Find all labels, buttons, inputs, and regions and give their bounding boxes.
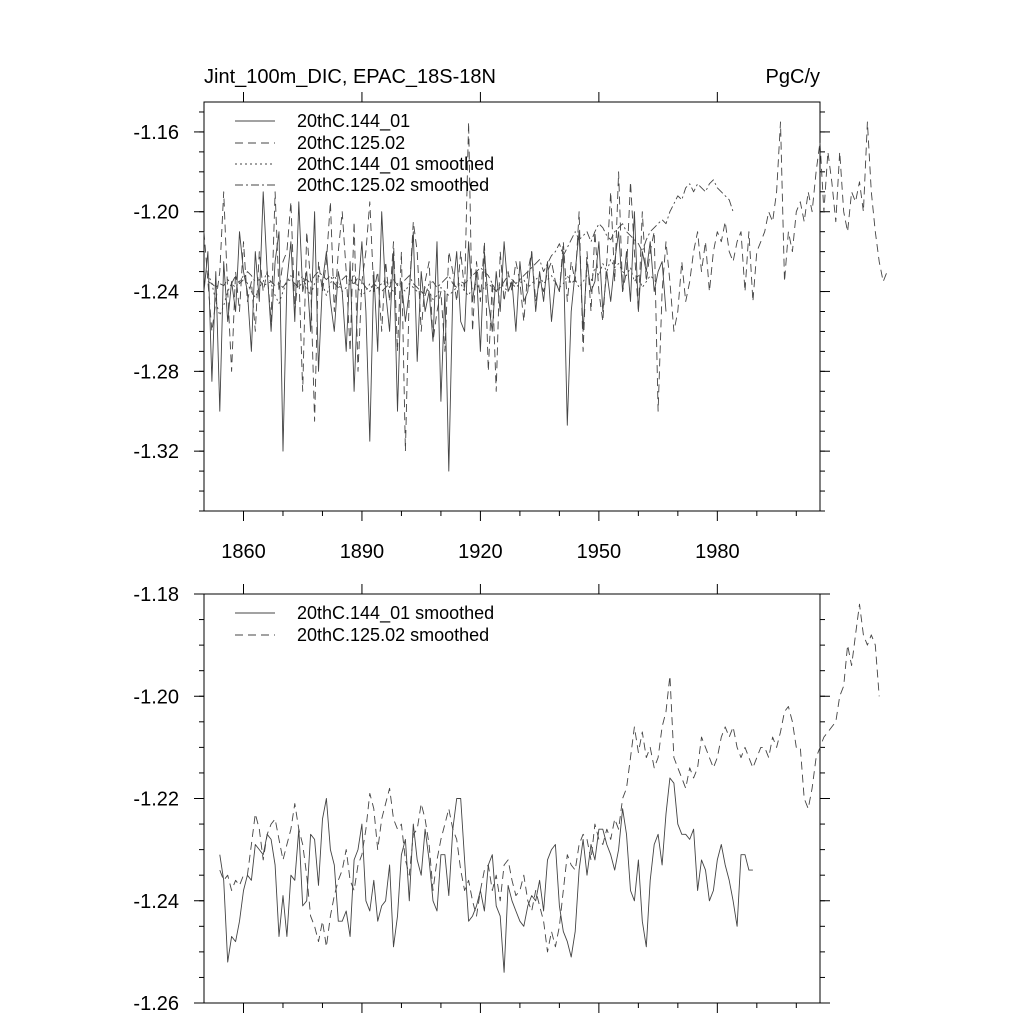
top-ticks: 1860 1890 1920 1950 1980 -1.16 -1.20 -1.24 -1.28… xyxy=(133,92,830,563)
top-legend: 20thC.144_01 20thC.125.02 20thC.144_01 s… xyxy=(235,111,494,195)
top-y-tick-label: -1.20 xyxy=(133,202,179,224)
bottom-y-tick-label: -1.18 xyxy=(133,584,179,606)
top-legend-label-0: 20thC.144_01 xyxy=(297,111,410,132)
bottom-y-tick-label: -1.20 xyxy=(133,686,179,708)
bottom-legend-label-0: 20thC.144_01 smoothed xyxy=(297,603,494,624)
bottom-y-tick-label: -1.24 xyxy=(133,891,179,913)
top-series-0-line xyxy=(203,191,667,472)
bottom-series-1-line xyxy=(219,603,880,953)
bottom-legend: 20thC.144_01 smoothed 20thC.125.02 smoot… xyxy=(235,603,494,645)
top-legend-label-2: 20thC.144_01 smoothed xyxy=(297,154,494,175)
top-legend-label-3: 20thC.125.02 smoothed xyxy=(297,175,489,195)
bottom-y-tick-label: -1.26 xyxy=(133,993,179,1015)
bottom-series-0-line xyxy=(219,777,753,973)
top-x-tick-label: 1920 xyxy=(458,541,503,563)
top-chart-units: PgC/y xyxy=(766,66,820,88)
top-x-tick-label: 1980 xyxy=(695,541,740,563)
bottom-chart: -1.18 -1.20 -1.22 -1.24 -1.26 20thC.144_01 s… xyxy=(133,584,880,1015)
bottom-ticks: -1.18 -1.20 -1.22 -1.24 -1.26 xyxy=(133,584,830,1015)
top-series-2-line xyxy=(207,259,659,316)
bottom-y-tick-label: -1.22 xyxy=(133,789,179,811)
top-plot-frame xyxy=(203,101,821,512)
top-x-tick-label: 1890 xyxy=(340,541,385,563)
top-y-tick-label: -1.24 xyxy=(133,282,179,304)
top-chart: Jint_100m_DIC, EPAC_18S-18N PgC/y 1860 18… xyxy=(133,66,888,563)
bottom-legend-label-1: 20thC.125.02 smoothed xyxy=(297,625,489,645)
top-x-tick-label: 1950 xyxy=(577,541,622,563)
top-y-tick-label: -1.32 xyxy=(133,441,179,463)
top-x-tick-label: 1860 xyxy=(221,541,266,563)
bottom-series xyxy=(219,603,880,973)
top-chart-title: Jint_100m_DIC, EPAC_18S-18N xyxy=(204,66,496,88)
top-series xyxy=(203,121,888,472)
top-y-tick-label: -1.28 xyxy=(133,361,179,383)
bottom-plot-frame xyxy=(203,593,821,1004)
top-series-3-line xyxy=(207,179,734,296)
top-y-tick-label: -1.16 xyxy=(133,122,179,144)
top-legend-label-1: 20thC.125.02 xyxy=(297,133,405,153)
